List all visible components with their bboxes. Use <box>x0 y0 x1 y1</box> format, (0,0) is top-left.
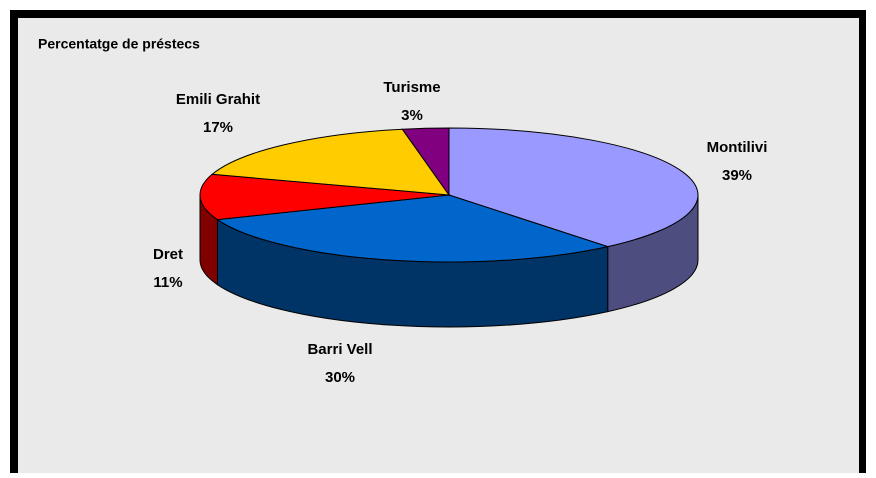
slice-label: Barri Vell <box>307 341 372 358</box>
slice <box>401 127 450 197</box>
slice-label: Dret <box>153 246 183 263</box>
slice-value-label: 17% <box>203 119 233 136</box>
slice <box>199 173 450 221</box>
chart-title: Percentatge de préstecs <box>38 36 200 52</box>
slice-value-label: 39% <box>722 167 752 184</box>
slice-value-label: 11% <box>153 274 182 291</box>
slice <box>448 127 699 248</box>
slice-label: Emili Grahit <box>176 91 260 108</box>
slice <box>216 194 610 263</box>
slice <box>210 128 451 196</box>
slice-label: Turisme <box>383 79 440 96</box>
pie <box>199 127 699 328</box>
slice-label: Montilivi <box>707 139 768 156</box>
slice-value-label: 3% <box>401 107 423 124</box>
slice-value-label: 30% <box>325 369 355 386</box>
